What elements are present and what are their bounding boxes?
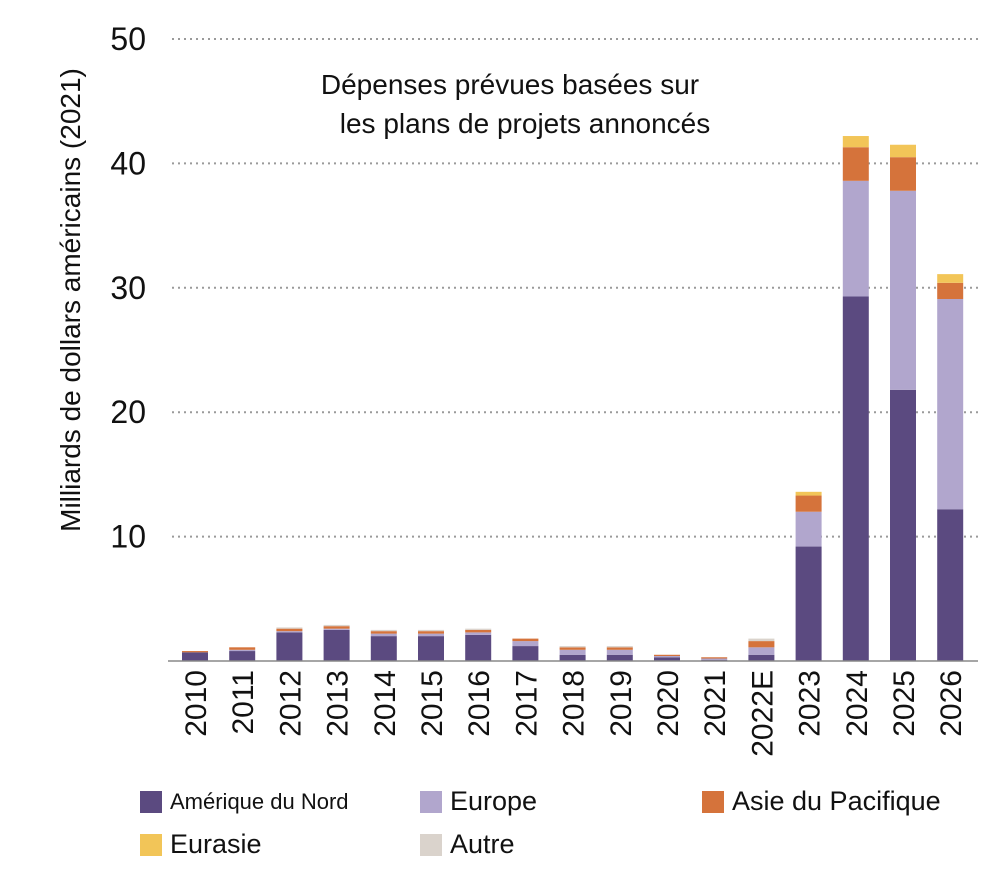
bar-segment: [418, 633, 444, 637]
bar-segment: [512, 638, 539, 642]
bar-segment: [842, 147, 869, 181]
x-tick-label: 2019: [605, 670, 638, 737]
bar-segment: [229, 651, 256, 661]
bar-segment: [465, 629, 492, 633]
bar-segment: [229, 647, 256, 650]
x-tick-label: 2017: [510, 670, 543, 737]
x-tick-labels: 2010 2011 2012 2013 2014 2015 2016 2017 2018 2019…: [180, 670, 968, 757]
bars: [182, 136, 964, 661]
bar-segment: [418, 631, 444, 634]
bar-segment: [654, 654, 680, 657]
bar-segment: [606, 646, 633, 648]
bar-segment: [654, 656, 680, 658]
x-tick-label: 2024: [841, 670, 874, 737]
bar-segment: [465, 628, 492, 630]
x-tick-label: 2018: [558, 670, 591, 737]
y-tick-label: 20: [110, 394, 146, 430]
y-axis-label: Milliards de dollars américains (2021): [55, 68, 86, 532]
bar-segment: [370, 636, 397, 661]
bar-segment: [748, 654, 775, 661]
bar-segment: [323, 628, 350, 630]
bar-segment: [276, 631, 303, 633]
chart-annotation: Dépenses prévues basées sur les plans de…: [321, 69, 710, 139]
x-tick-label: 2011: [227, 670, 260, 735]
bar-segment: [370, 629, 397, 632]
x-tick-label: 2023: [794, 670, 827, 737]
x-tick-label: 2013: [322, 670, 355, 737]
annotation-line-1: Dépenses prévues basées sur: [321, 69, 699, 100]
bar-segment: [323, 626, 350, 629]
x-tick-label: 2022E: [746, 670, 779, 757]
bar-segment: [795, 491, 822, 496]
x-tick-label: 2014: [369, 670, 402, 737]
y-tick-labels: 10 20 30 40 50: [110, 21, 146, 555]
bar-segment: [370, 633, 397, 637]
bar-segment: [276, 628, 303, 632]
y-tick-label: 40: [110, 145, 146, 181]
bar-segment: [559, 654, 586, 661]
bar-segment: [323, 624, 350, 627]
bar-segment: [890, 157, 916, 191]
bar-segment: [937, 509, 964, 661]
gridlines: [172, 38, 978, 538]
bar-segment: [465, 634, 492, 661]
x-tick-label: 2020: [652, 670, 685, 737]
x-tick-label: 2021: [699, 670, 732, 737]
bar-segment: [654, 657, 680, 661]
x-tick-label: 2015: [416, 670, 449, 737]
bar-segment: [890, 190, 916, 390]
y-tick-label: 10: [110, 519, 146, 555]
bar-segment: [465, 632, 492, 635]
y-tick-label: 30: [110, 270, 146, 306]
bar-segment: [890, 389, 916, 661]
bar-segment: [795, 546, 822, 661]
bar-segment: [606, 647, 633, 650]
x-tick-label: 2010: [180, 670, 213, 737]
bar-segment: [182, 651, 208, 653]
bar-segment: [748, 641, 775, 648]
bar-segment: [370, 631, 397, 634]
bar-segment: [559, 649, 586, 655]
x-tick-label: 2016: [463, 670, 496, 737]
bar-segment: [937, 274, 964, 283]
bar-segment: [842, 180, 869, 297]
bar-segment: [606, 649, 633, 655]
bar-segment: [795, 495, 822, 512]
bar-segment: [512, 641, 539, 647]
bar-segment: [701, 657, 728, 659]
bar-segment: [890, 144, 916, 158]
bar-segment: [559, 646, 586, 648]
bar-segment: [937, 282, 964, 299]
bar-segment: [701, 658, 728, 660]
bar-segment: [276, 632, 303, 661]
bar-segment: [559, 647, 586, 650]
bar-segment: [418, 636, 444, 661]
bar-segment: [276, 627, 303, 629]
bar-segment: [795, 511, 822, 547]
bar-segment: [748, 647, 775, 655]
bar-segment: [842, 296, 869, 661]
x-tick-label: 2025: [888, 670, 921, 737]
annotation-line-2: les plans de projets annoncés: [340, 108, 710, 139]
bar-segment: [842, 136, 869, 148]
bar-segment: [937, 298, 964, 510]
bar-segment: [512, 646, 539, 661]
y-tick-label: 50: [110, 21, 146, 57]
x-tick-label: 2026: [935, 670, 968, 737]
bar-segment: [606, 654, 633, 661]
bar-segment: [748, 638, 775, 642]
x-tick-label: 2012: [274, 670, 307, 737]
bar-segment: [418, 629, 444, 632]
bar-segment: [229, 649, 256, 652]
bar-segment: [323, 629, 350, 661]
bar-segment: [182, 652, 208, 661]
